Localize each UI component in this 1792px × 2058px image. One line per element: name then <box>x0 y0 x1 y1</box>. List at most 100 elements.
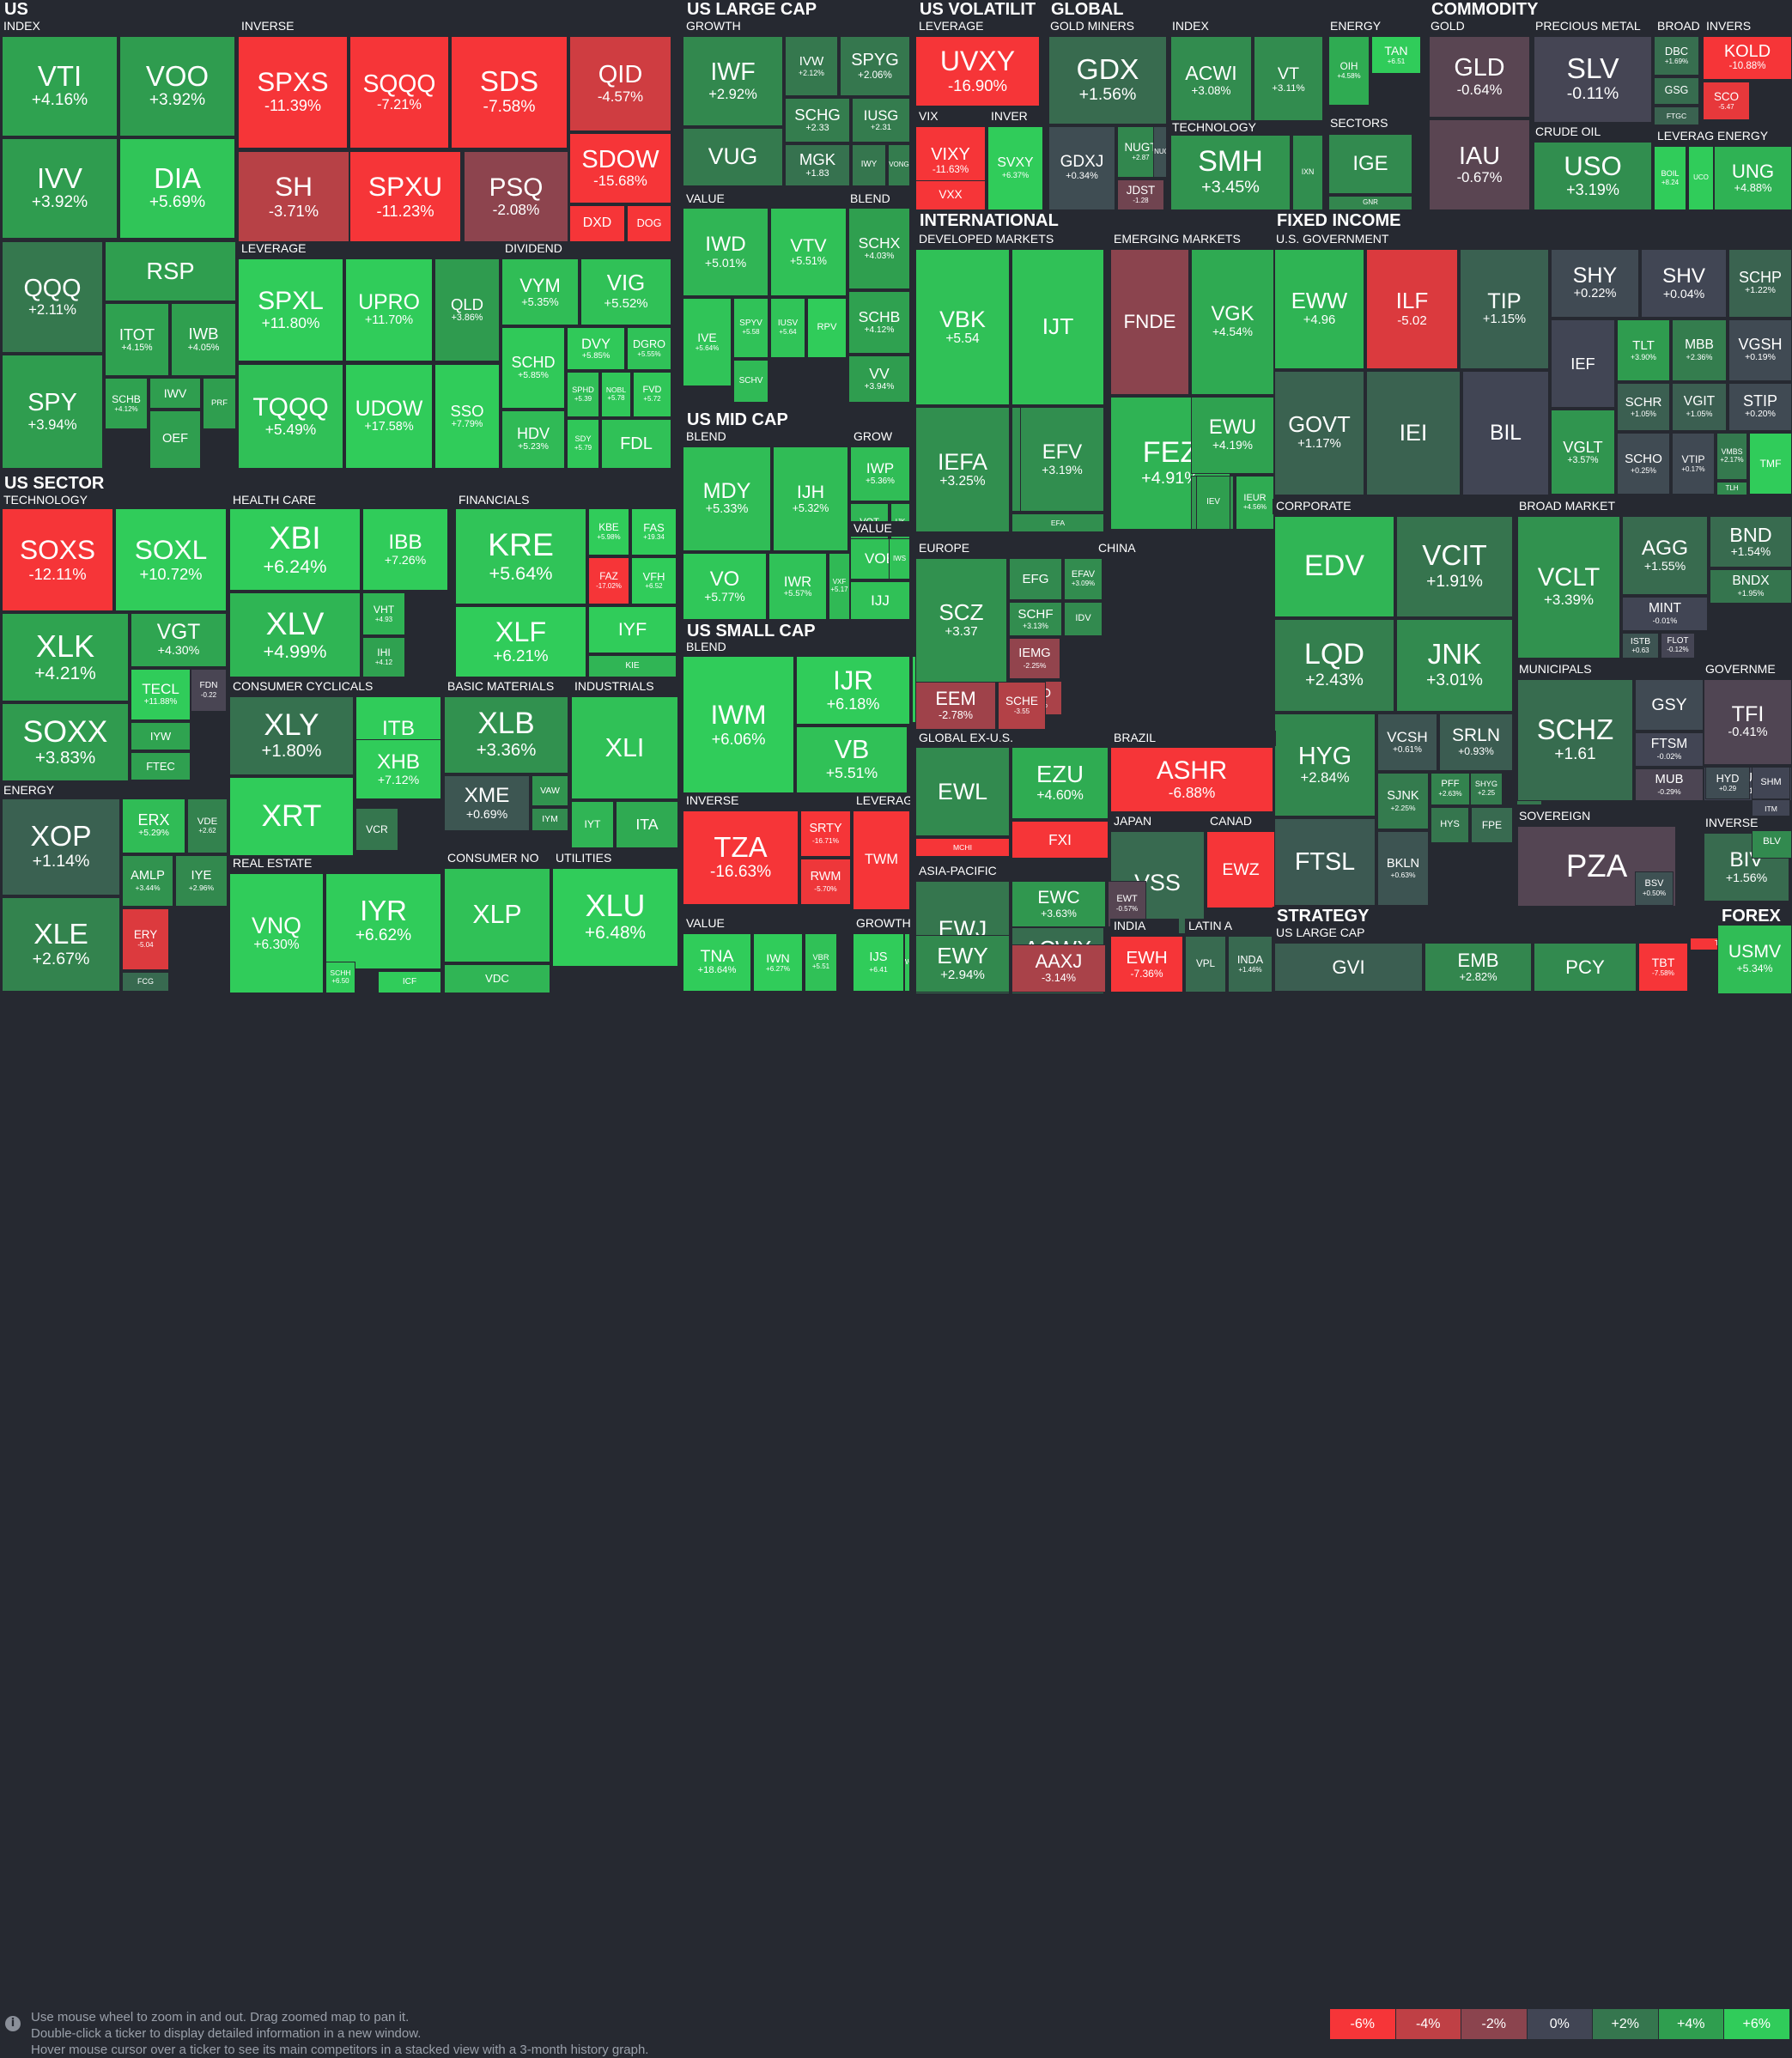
ticker-tile-ewz[interactable]: EWZ <box>1206 831 1275 908</box>
ticker-tile-vht[interactable]: VHT +4.93 <box>362 592 405 635</box>
ticker-tile-tip[interactable]: TIP +1.15% <box>1460 249 1549 369</box>
ticker-tile-gvi[interactable]: GVI <box>1274 943 1423 992</box>
ticker-tile-xrt[interactable]: XRT <box>229 777 354 856</box>
ticker-tile-xlp[interactable]: XLP <box>444 868 550 962</box>
ticker-tile-sphd[interactable]: SPHD +5.39 <box>567 372 599 417</box>
ticker-tile-vti[interactable]: VTI +4.16% <box>2 36 118 137</box>
ticker-tile-kie[interactable]: KIE <box>588 655 677 677</box>
ticker-tile-ewc[interactable]: EWC +3.63% <box>1011 881 1106 927</box>
ticker-tile-ixn[interactable]: IXN <box>1292 134 1323 210</box>
ticker-tile-vmbs[interactable]: VMBS +2.17% <box>1716 433 1747 480</box>
ticker-tile-bsv[interactable]: BSV +0.50% <box>1635 871 1674 906</box>
ticker-tile-vde[interactable]: VDE +2.62 <box>187 798 228 853</box>
ticker-tile-voo[interactable]: VOO +3.92% <box>119 36 235 137</box>
ticker-tile-tlh[interactable]: TLH <box>1716 482 1747 495</box>
ticker-tile-dia[interactable]: DIA +5.69% <box>119 138 235 239</box>
ticker-tile-iye[interactable]: IYE +2.96% <box>175 855 228 907</box>
ticker-tile-sso[interactable]: SSO +7.79% <box>434 364 500 469</box>
ticker-tile-eww[interactable]: EWW +4.96 <box>1274 249 1364 369</box>
ticker-tile-dvy[interactable]: DVY +5.85% <box>567 327 625 370</box>
ticker-tile-xhb[interactable]: XHB +7.12% <box>355 739 441 799</box>
ticker-tile-vcsh[interactable]: VCSH +0.61% <box>1377 713 1437 771</box>
ticker-tile-iusg[interactable]: IUSG +2.31 <box>852 98 910 143</box>
ticker-tile-iwf[interactable]: IWF +2.92% <box>683 36 783 126</box>
ticker-tile-aaxj[interactable]: AAXJ -3.14% <box>1011 944 1106 993</box>
ticker-tile-ewh[interactable]: EWH -7.36% <box>1110 936 1183 993</box>
ticker-tile-spxs[interactable]: SPXS -11.39% <box>238 36 348 149</box>
ticker-tile-govt[interactable]: GOVT +1.17% <box>1274 371 1364 495</box>
ticker-tile-gsy[interactable]: GSY <box>1635 679 1704 731</box>
ticker-tile-vgt[interactable]: VGT +4.30% <box>131 613 227 667</box>
ticker-tile-schg[interactable]: SCHG +2.33 <box>785 98 850 143</box>
ticker-tile-fcg[interactable]: FCG <box>122 972 169 992</box>
ticker-tile-iyr[interactable]: IYR +6.62% <box>325 873 441 969</box>
ticker-tile-bil[interactable]: BIL <box>1462 371 1549 495</box>
ticker-tile-kre[interactable]: KRE +5.64% <box>455 508 586 604</box>
ticker-tile-eem[interactable]: EEM -2.78% <box>915 682 996 730</box>
ticker-tile-spy[interactable]: SPY +3.94% <box>2 355 103 469</box>
ticker-tile-ewl[interactable]: EWL <box>915 747 1010 836</box>
ticker-tile-spyv[interactable]: SPYV +5.58 <box>733 298 768 358</box>
ticker-tile-jnug[interactable]: JNUG <box>1153 126 1167 178</box>
ticker-tile-ihi[interactable]: IHI +4.12 <box>362 637 405 677</box>
ticker-tile-tecl[interactable]: TECL +11.88% <box>131 669 191 720</box>
ticker-tile-mbb[interactable]: MBB +2.36% <box>1672 319 1727 381</box>
ticker-tile-sco[interactable]: SCO -5.47 <box>1703 82 1750 120</box>
ticker-tile-vfh[interactable]: VFH +6.52 <box>631 557 677 604</box>
ticker-tile-tfi[interactable]: TFI -0.41% <box>1704 679 1792 765</box>
ticker-tile-fxi[interactable]: FXI <box>1011 821 1109 859</box>
ticker-tile-xlb[interactable]: XLB +3.36% <box>444 696 568 774</box>
ticker-tile-flot[interactable]: FLOT -0.12% <box>1661 633 1695 659</box>
ticker-tile-iwb[interactable]: IWB +4.05% <box>171 303 236 376</box>
ticker-tile-soxl[interactable]: SOXL +10.72% <box>115 508 227 611</box>
ticker-tile-xbi[interactable]: XBI +6.24% <box>229 508 361 591</box>
ticker-tile-vclt[interactable]: VCLT +3.39% <box>1517 516 1620 659</box>
ticker-tile-sh[interactable]: SH -3.71% <box>238 151 349 242</box>
ticker-tile-ewy[interactable]: EWY +2.94% <box>915 935 1010 993</box>
ticker-tile-vo[interactable]: VO +5.77% <box>683 553 767 620</box>
ticker-tile-vglt[interactable]: VGLT +3.57% <box>1551 410 1615 495</box>
ticker-tile-agg[interactable]: AGG +1.55% <box>1622 516 1708 595</box>
ticker-tile-xli[interactable]: XLI <box>571 696 678 799</box>
ticker-tile-mint[interactable]: MINT -0.01% <box>1622 597 1708 631</box>
ticker-tile-schd[interactable]: SCHD +5.85% <box>501 327 565 409</box>
ticker-tile-iei[interactable]: IEI <box>1366 371 1461 495</box>
ticker-tile-ung[interactable]: UNG +4.88% <box>1714 146 1792 210</box>
ticker-tile-vaw[interactable]: VAW <box>532 775 568 806</box>
ticker-tile-vgk[interactable]: VGK +4.54% <box>1191 249 1274 395</box>
ticker-tile-vnq[interactable]: VNQ +6.30% <box>229 873 324 993</box>
ticker-tile-ezu[interactable]: EZU +4.60% <box>1011 747 1109 819</box>
ticker-tile-vbk[interactable]: VBK +5.54 <box>915 249 1010 405</box>
ticker-tile-iwd[interactable]: IWD +5.01% <box>683 208 768 296</box>
ticker-tile-hdv[interactable]: HDV +5.23% <box>501 410 565 469</box>
ticker-tile-shv[interactable]: SHV +0.04% <box>1641 249 1727 318</box>
ticker-tile-iau[interactable]: IAU -0.67% <box>1429 119 1530 210</box>
ticker-tile-lqd[interactable]: LQD +2.43% <box>1274 619 1394 712</box>
ticker-tile-faz[interactable]: FAZ -17.02% <box>588 557 629 604</box>
ticker-tile-iwr[interactable]: IWR +5.57% <box>768 553 827 620</box>
ticker-tile-iev[interactable]: IEV <box>1196 476 1230 530</box>
ticker-tile-xlf[interactable]: XLF +6.21% <box>455 606 586 677</box>
ticker-tile-dog[interactable]: DOG <box>627 205 671 242</box>
ticker-tile-iusv[interactable]: IUSV +5.64 <box>770 298 805 358</box>
ticker-tile-iyf[interactable]: IYF <box>588 606 677 653</box>
ticker-tile-ilf[interactable]: ILF -5.02 <box>1366 249 1458 369</box>
ticker-tile-ijt[interactable]: IJT <box>1011 249 1104 405</box>
ticker-tile-iym[interactable]: IYM <box>532 808 568 831</box>
etf-heatmap[interactable]: VTI +4.16% VOO +3.92% IVV +3.92% DIA +5.69% QQQ +… <box>0 0 1792 994</box>
ticker-tile-tza[interactable]: TZA -16.63% <box>683 810 799 905</box>
ticker-tile-icf[interactable]: ICF <box>378 971 441 993</box>
ticker-tile-srty[interactable]: SRTY -16.71% <box>800 810 851 857</box>
ticker-tile-vgsh[interactable]: VGSH +0.19% <box>1728 319 1792 381</box>
ticker-tile-ftsm[interactable]: FTSM -0.02% <box>1635 732 1704 767</box>
ticker-tile-xop[interactable]: XOP +1.14% <box>2 798 120 895</box>
ticker-tile-slv[interactable]: SLV -0.11% <box>1534 36 1652 123</box>
ticker-tile-kold[interactable]: KOLD -10.88% <box>1703 36 1792 80</box>
ticker-tile-iwp[interactable]: IWP +5.36% <box>850 446 910 501</box>
ticker-tile-gnr[interactable]: GNR <box>1328 196 1412 210</box>
ticker-tile-boil[interactable]: BOIL +8.24 <box>1654 146 1686 210</box>
ticker-tile-stip[interactable]: STIP +0.20% <box>1728 383 1792 431</box>
ticker-tile-fdl[interactable]: FDL <box>601 419 671 469</box>
ticker-tile-qld[interactable]: QLD +3.86% <box>434 258 500 361</box>
ticker-tile-gdx[interactable]: GDX +1.56% <box>1048 36 1167 124</box>
